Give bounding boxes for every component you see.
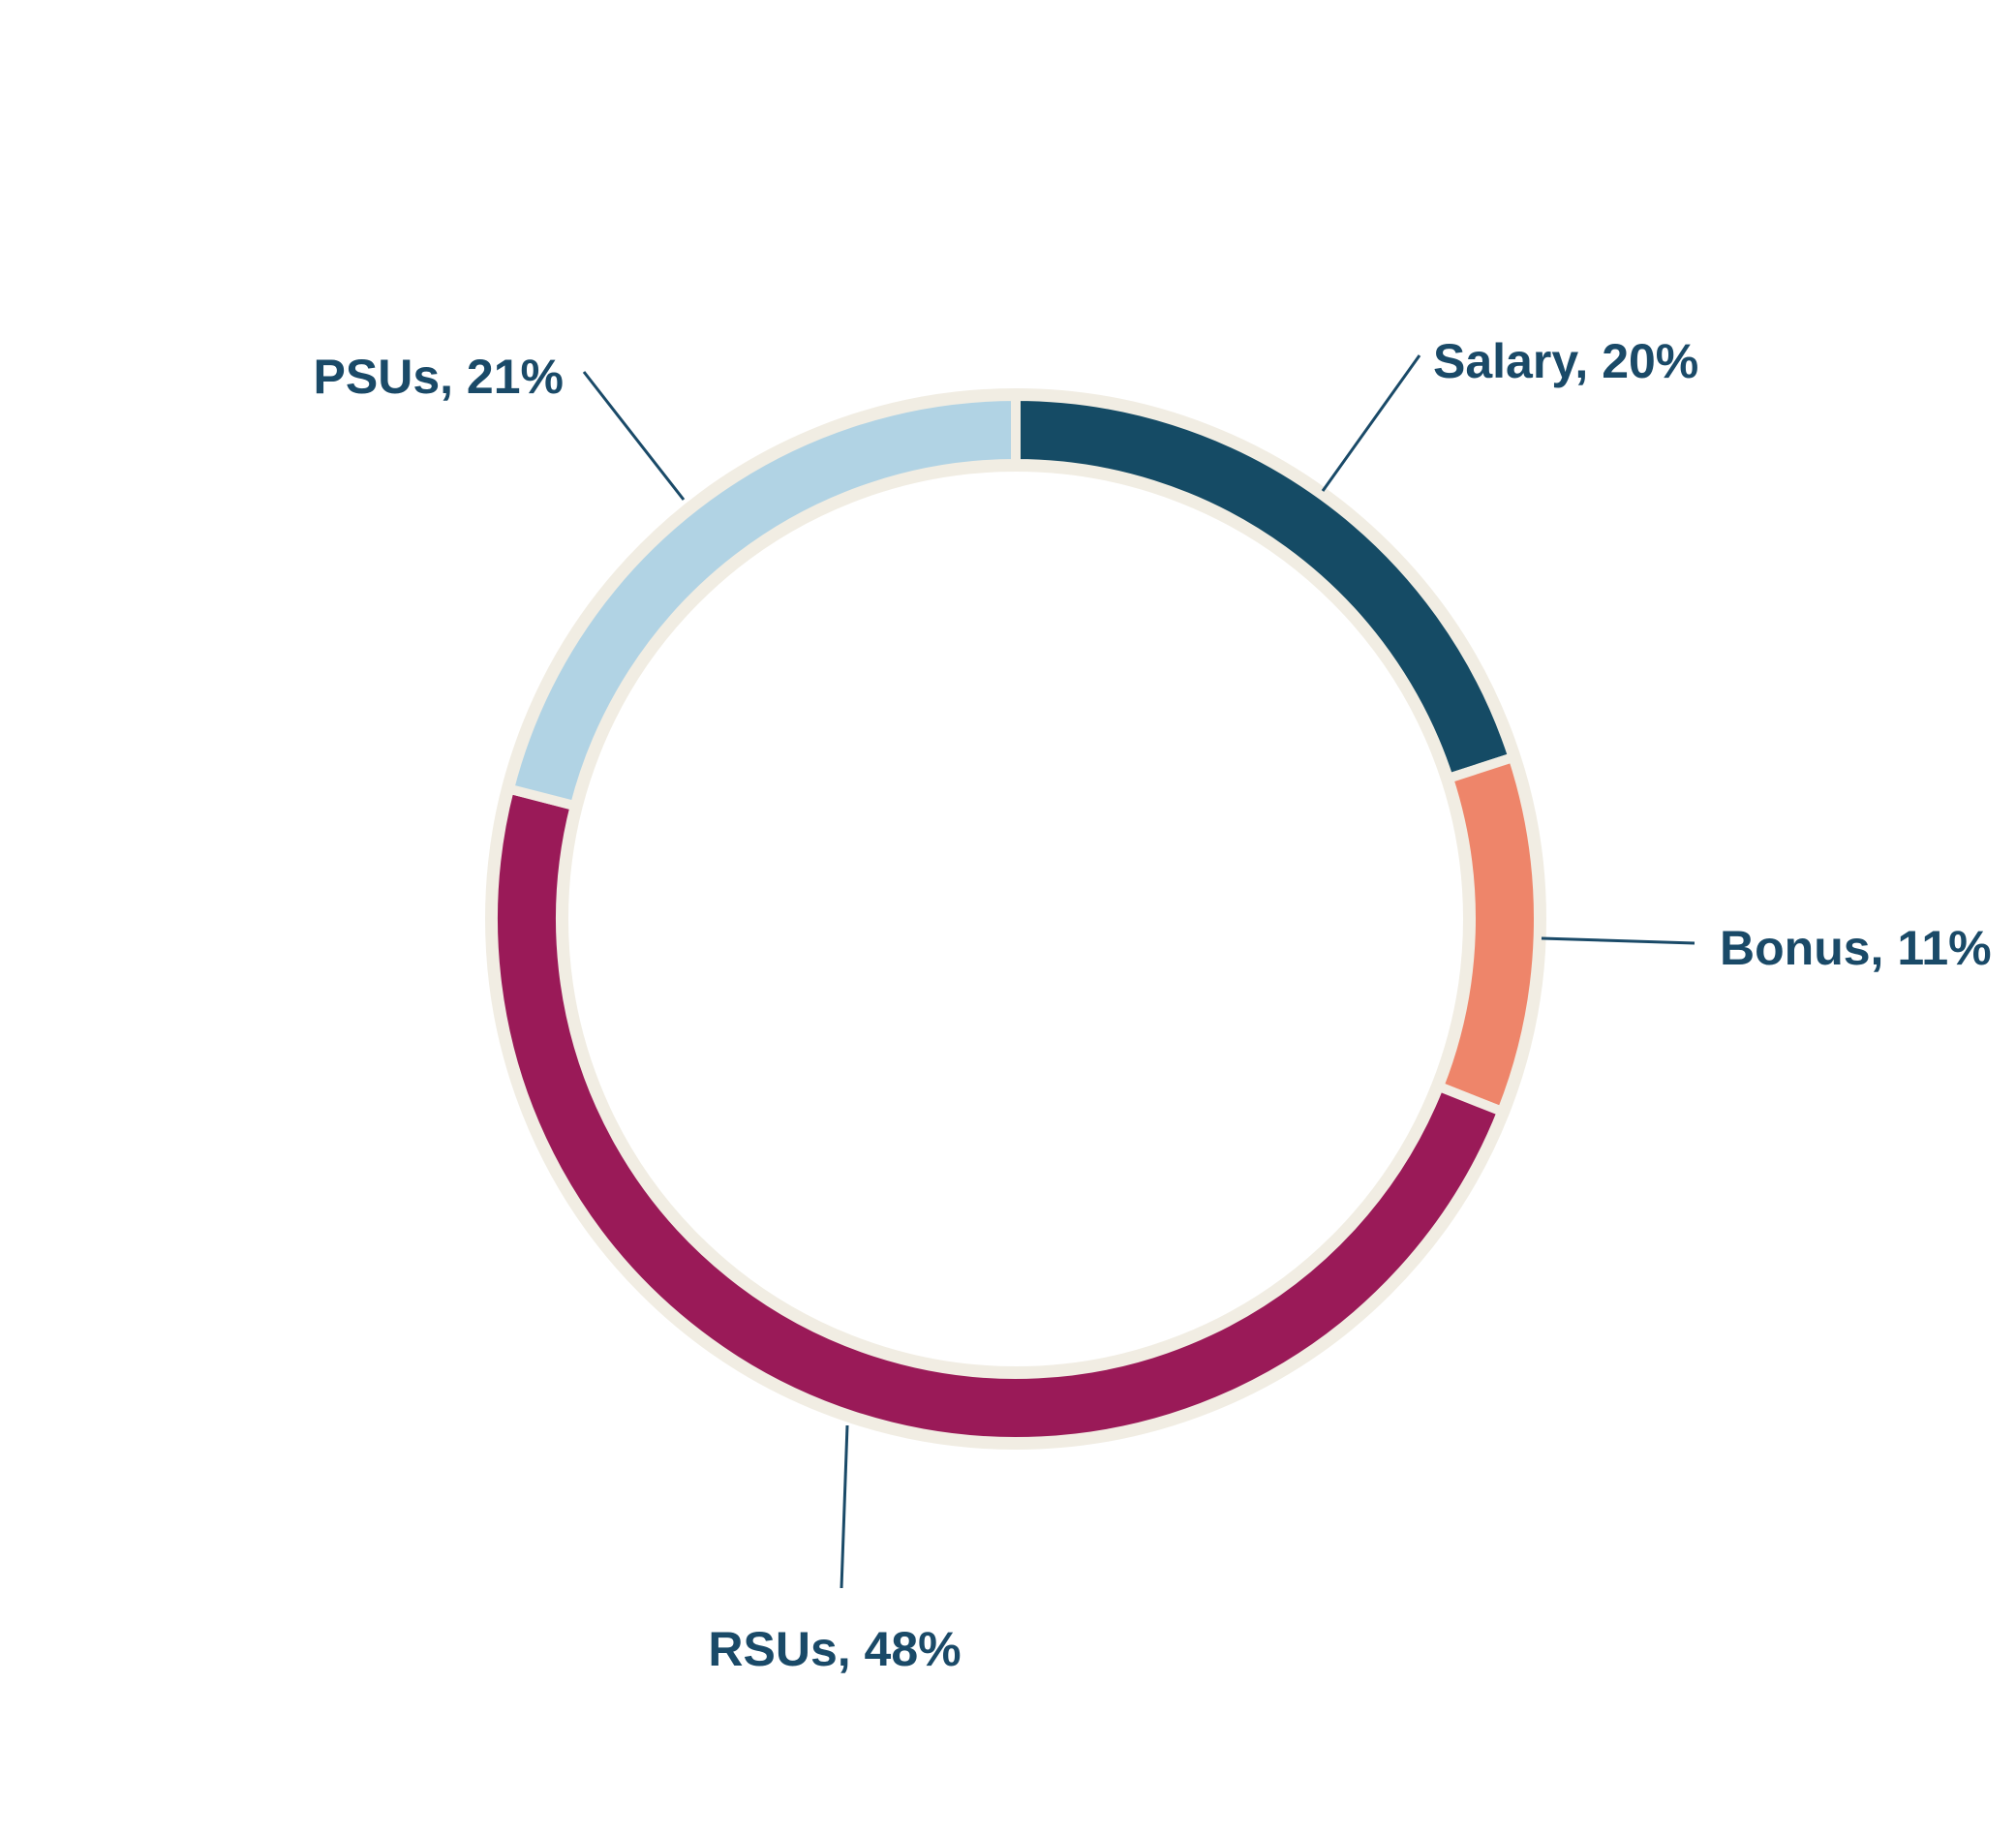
- leader-line-salary: [1321, 354, 1421, 492]
- slice-rsus: [487, 782, 1509, 1447]
- data-label-psus: PSUs, 21%: [314, 350, 564, 404]
- leader-line-rsus: [840, 1424, 849, 1589]
- data-label-salary: Salary, 20%: [1433, 334, 1698, 388]
- data-label-rsus: RSUs, 48%: [708, 1622, 961, 1676]
- slice-bonus: [1432, 750, 1543, 1118]
- leader-line-bonus: [1541, 936, 1695, 945]
- data-label-bonus: Bonus, 11%: [1720, 921, 1992, 975]
- slice-psus: [503, 390, 1021, 812]
- leader-lines: [582, 354, 1695, 1589]
- slices: [487, 390, 1543, 1447]
- leader-line-psus: [582, 371, 686, 501]
